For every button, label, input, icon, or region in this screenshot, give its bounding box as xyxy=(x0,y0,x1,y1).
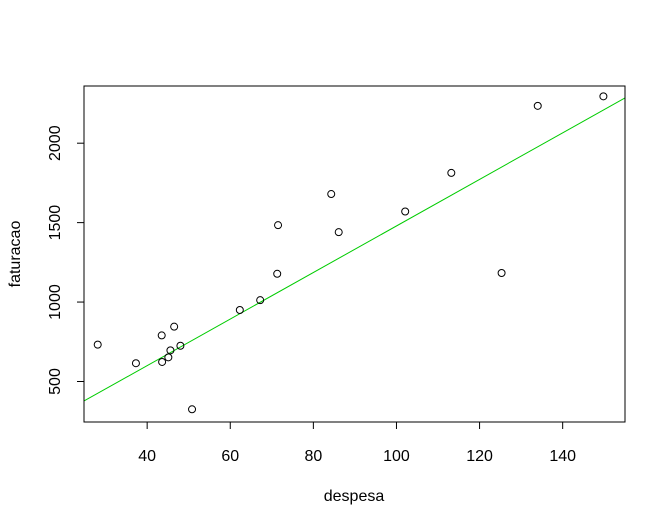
data-point xyxy=(497,268,506,277)
data-point xyxy=(334,228,343,237)
data-point xyxy=(188,405,197,414)
data-point xyxy=(166,346,175,355)
y-tick-label: 2000 xyxy=(47,125,64,161)
data-point xyxy=(447,168,456,177)
data-point xyxy=(327,190,336,199)
x-axis-label: despesa xyxy=(324,488,385,505)
data-point xyxy=(599,92,608,101)
plot-box xyxy=(83,85,626,423)
y-axis: 500 1000 1500 2000 xyxy=(47,125,85,395)
data-point xyxy=(93,340,102,349)
data-point xyxy=(273,269,282,278)
data-point xyxy=(170,322,179,331)
x-tick-label: 140 xyxy=(549,448,576,465)
data-point xyxy=(533,101,542,110)
x-tick-label: 100 xyxy=(383,448,410,465)
data-point xyxy=(158,357,167,366)
data-point xyxy=(131,359,140,368)
x-tick-label: 40 xyxy=(138,448,156,465)
data-point xyxy=(157,331,166,340)
data-points xyxy=(93,92,608,414)
y-axis-label: faturacao xyxy=(7,221,24,288)
data-point xyxy=(176,341,185,350)
y-tick-label: 1000 xyxy=(47,284,64,320)
data-point xyxy=(274,221,283,230)
x-axis: 40 60 80 100 120 140 xyxy=(138,421,576,465)
data-point xyxy=(164,353,173,362)
data-point xyxy=(401,207,410,216)
y-tick-label: 500 xyxy=(47,368,64,395)
x-tick-label: 120 xyxy=(466,448,493,465)
y-tick-label: 1500 xyxy=(47,205,64,241)
data-point xyxy=(235,306,244,314)
x-tick-label: 60 xyxy=(221,448,239,465)
data-point xyxy=(256,296,265,305)
x-tick-label: 80 xyxy=(304,448,322,465)
